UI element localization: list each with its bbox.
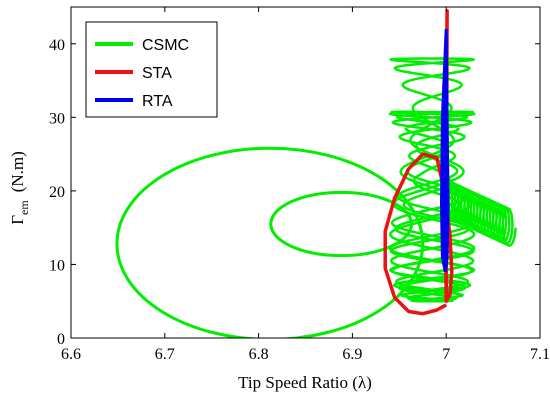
- legend-label-sta: STA: [142, 65, 172, 82]
- csmc-coil: [388, 57, 476, 303]
- y-tick-label: 0: [57, 331, 65, 348]
- x-tick-label: 7: [442, 346, 450, 363]
- y-tick-label: 30: [49, 110, 65, 127]
- legend-label-csmc: CSMC: [142, 37, 189, 54]
- csmc-loop-1: [115, 146, 425, 338]
- axis-ticks: 6.6 6.7 6.8 6.9 7 7.1 0 10 20 30 40: [49, 7, 550, 363]
- csmc-tail: [440, 178, 517, 248]
- svg-text:Γem(N.m): Γem (N.m): [8, 151, 31, 225]
- x-tick-label: 6.9: [342, 346, 362, 363]
- legend: CSMC STA RTA: [85, 21, 218, 118]
- x-tick-label: 6.8: [249, 346, 269, 363]
- x-tick-label: 6.6: [61, 346, 81, 363]
- y-axis-subscript: em: [17, 200, 31, 215]
- y-tick-label: 20: [49, 184, 65, 201]
- plot-area: [115, 8, 517, 338]
- plot-frame: [70, 6, 541, 339]
- y-tick-label: 40: [49, 37, 65, 54]
- rta-line: [439, 29, 450, 273]
- x-axis-title: Tip Speed Ratio (λ): [238, 373, 372, 392]
- x-tick-label: 7.1: [530, 346, 550, 363]
- y-axis-title: Γem (N.m): [8, 151, 31, 225]
- x-tick-label: 6.7: [155, 346, 175, 363]
- legend-label-rta: RTA: [142, 93, 173, 110]
- y-axis-unit: (N.m): [8, 151, 27, 192]
- y-axis-symbol: Γ: [8, 215, 27, 225]
- y-tick-label: 10: [49, 257, 65, 274]
